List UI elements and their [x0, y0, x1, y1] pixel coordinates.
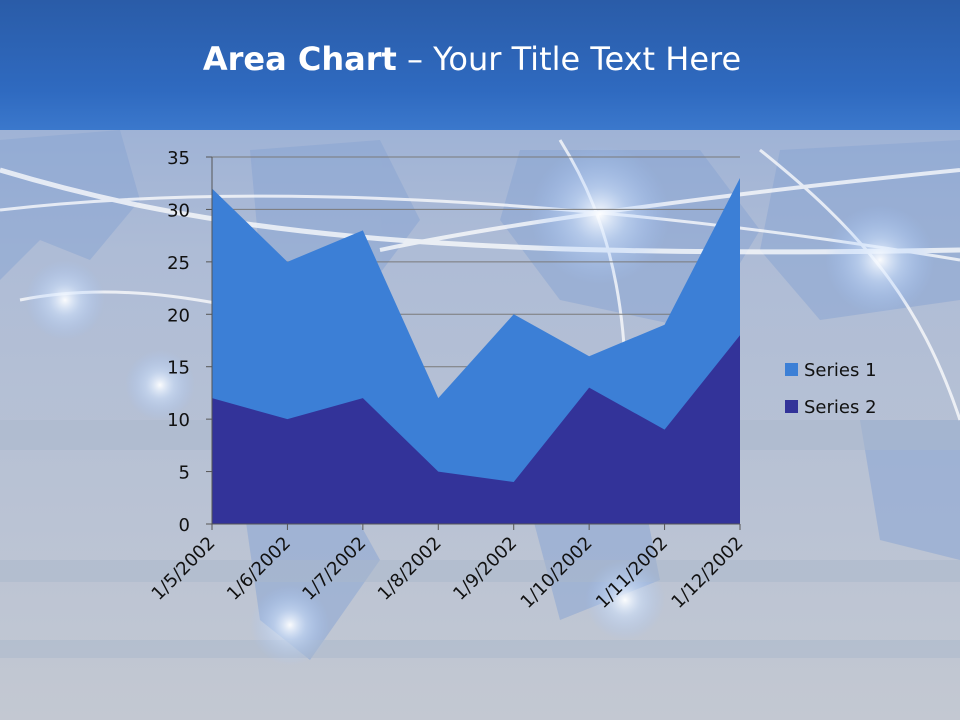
y-tick-label: 30	[167, 200, 190, 221]
x-tick-label: 1/7/2002	[298, 533, 370, 605]
y-tick-label: 20	[167, 305, 190, 326]
x-tick-label: 1/8/2002	[374, 533, 446, 605]
title-rest: – Your Title Text Here	[396, 40, 742, 78]
legend: Series 1 Series 2	[785, 360, 877, 418]
title-bold: Area Chart	[202, 40, 397, 78]
x-tick-label: 1/10/2002	[517, 533, 597, 613]
y-tick-label: 25	[167, 253, 190, 274]
y-tick-label: 0	[179, 515, 190, 536]
legend-label-series-2: Series 2	[804, 397, 877, 418]
y-tick-label: 15	[167, 358, 190, 379]
series-2-area	[212, 335, 740, 524]
x-tick-label: 1/9/2002	[449, 533, 521, 605]
x-tick-labels: 1/5/2002 1/6/2002 1/7/2002 1/8/2002 1/9/2002…	[148, 533, 748, 613]
y-tick-label: 10	[167, 410, 190, 431]
title-bar	[0, 0, 960, 130]
x-tick-label: 1/6/2002	[223, 533, 295, 605]
y-tick-label: 35	[167, 148, 190, 169]
chart-axes	[206, 156, 741, 530]
slide-title: Area Chart – Your Title Text Here	[0, 40, 944, 78]
x-tick-label: 1/11/2002	[592, 533, 672, 613]
y-tick-labels: 0 5 10 15 20 25 30 35	[167, 148, 190, 536]
x-tick-label: 1/5/2002	[148, 533, 220, 605]
legend-swatch-series-2	[785, 400, 798, 413]
y-tick-label: 5	[179, 463, 190, 484]
x-tick-label: 1/12/2002	[667, 533, 747, 613]
legend-swatch-series-1	[785, 363, 798, 376]
legend-label-series-1: Series 1	[804, 360, 877, 381]
chart-areas	[212, 177, 740, 524]
